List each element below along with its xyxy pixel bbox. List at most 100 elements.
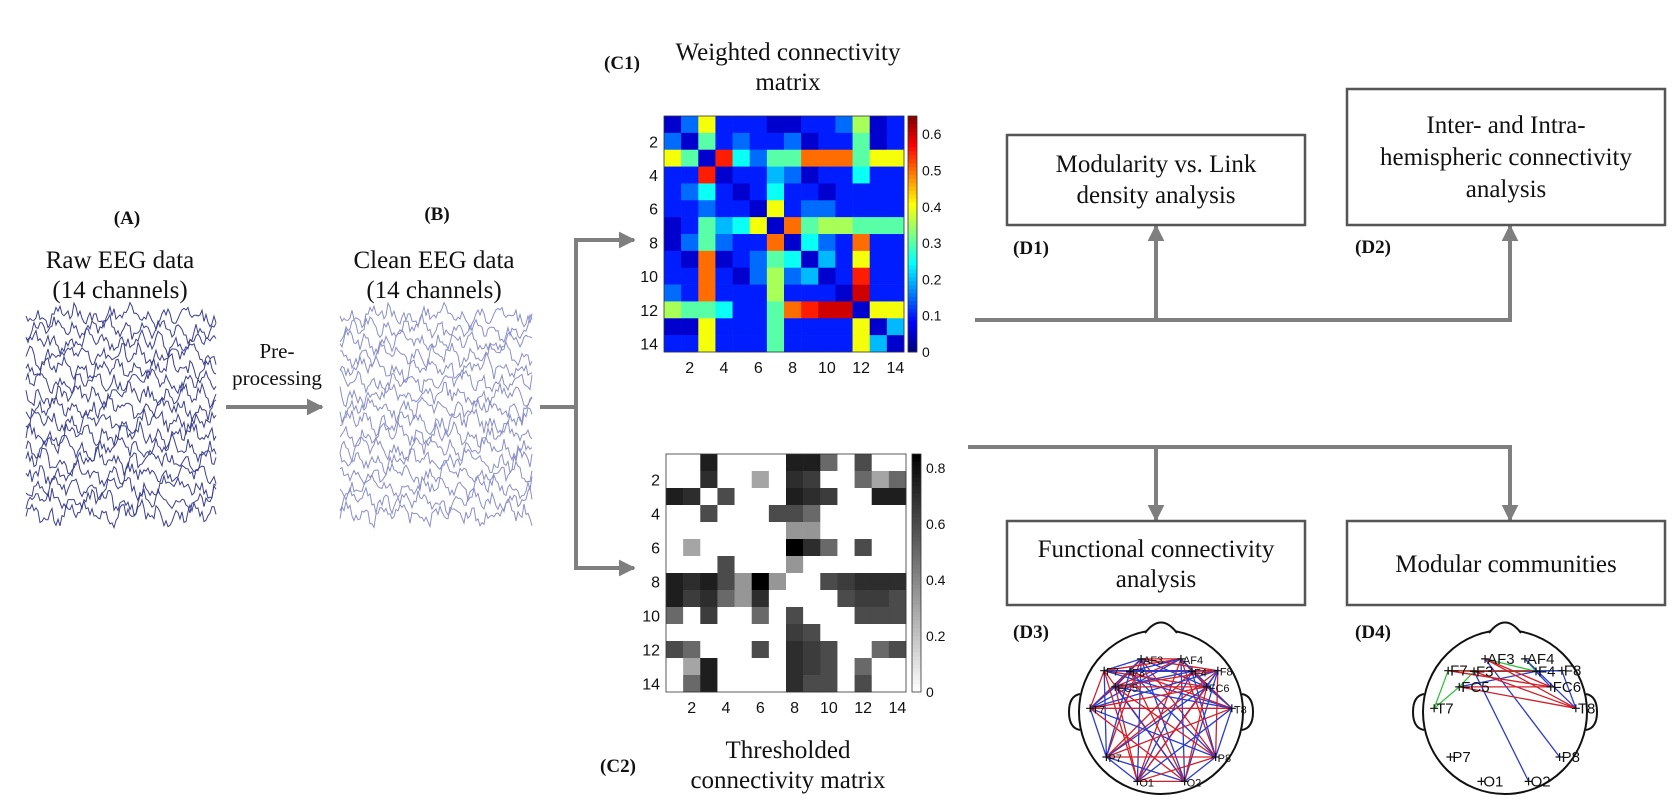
colorbar-segment [908, 304, 917, 310]
heatmap-cell [683, 675, 701, 693]
y-tick-label: 10 [642, 609, 660, 626]
eeg-trace [25, 473, 217, 503]
heatmap-cell [801, 250, 819, 269]
heatmap-cell [869, 301, 888, 319]
heatmap-cell [835, 234, 853, 252]
heatmap-cell [698, 234, 716, 252]
colorbar-segment [912, 628, 921, 633]
heatmap-cell [666, 675, 684, 693]
heatmap-cell [698, 149, 716, 167]
connectivity-edge [1106, 707, 1233, 758]
heatmap-cell [784, 335, 802, 353]
heatmap-cell [818, 200, 836, 218]
panel-a-title-line1: Raw EEG data [46, 247, 195, 274]
heatmap-cell [732, 234, 751, 252]
heatmap-cell [803, 505, 821, 523]
heatmap-cell [871, 624, 890, 642]
connectivity-edge [1561, 670, 1577, 709]
heatmap-cell [698, 200, 716, 218]
functional-connectivity-head-plot: AF3 AF4 F7 F3 F4 F8 FC5 FC6 T7 T8 P7 P8 O1 O2 [1067, 621, 1255, 795]
heatmap-cell [734, 607, 753, 625]
heatmap-cell [786, 471, 804, 489]
colorbar-segment [908, 210, 917, 215]
left-ear-shape [1411, 693, 1425, 731]
heatmap-cell [886, 301, 905, 319]
connectivity-edge [1484, 658, 1561, 758]
y-tick-label: 4 [651, 507, 660, 524]
eeg-trace [339, 327, 533, 357]
colorbar-segment [908, 198, 917, 203]
connectivity-edge [1129, 658, 1182, 673]
heatmap-cell [784, 267, 802, 285]
heatmap-cell [715, 132, 733, 151]
heatmap-cell [766, 301, 785, 319]
heatmap-cell [666, 590, 684, 608]
heatmap-cell [732, 267, 751, 285]
colorbar-segment [912, 596, 921, 602]
y-tick-label: 8 [651, 575, 660, 592]
colorbar-segment [912, 604, 921, 610]
eeg-trace [339, 352, 533, 384]
electrode-label: O1 [1139, 777, 1154, 789]
colorbar-segment [908, 273, 917, 278]
connectivity-edge [1136, 686, 1208, 782]
connectivity-edge [1103, 658, 1142, 672]
electrode-marker [1137, 654, 1146, 663]
heatmap-cell [766, 234, 785, 252]
heatmap-cell [766, 166, 785, 184]
connectivity-edge [1105, 756, 1138, 782]
heatmap-cell [869, 284, 888, 302]
heatmap-cell [784, 200, 802, 218]
colorbar-tick-label: 0 [922, 344, 930, 360]
electrode-label: P8 [1562, 749, 1580, 766]
heatmap-cell [854, 539, 873, 557]
heatmap-cell [664, 267, 682, 285]
arrow-to-c2 [574, 407, 636, 577]
connectivity-edge [1433, 686, 1460, 709]
heatmap-cell [888, 505, 907, 523]
colorbar-segment [912, 616, 921, 621]
heatmap-cell [768, 624, 787, 642]
heatmap-cell [854, 505, 873, 523]
heatmap-cell [784, 217, 802, 235]
heatmap-cell [749, 217, 768, 235]
colorbar-segment [908, 328, 917, 333]
heatmap-cell [820, 505, 838, 523]
modular-communities-head-plot: AF3 AF4 F7 F3 F4 F8 FC5 FC6 T7 T8 P7 P8 O1 O2 [1411, 621, 1599, 795]
heatmap-cell [734, 454, 753, 472]
heatmap-cell [717, 624, 735, 642]
electrode-label: O2 [1187, 777, 1202, 789]
connectivity-edge [1114, 686, 1186, 782]
x-tick-label: 4 [720, 360, 729, 377]
heatmap-cell [681, 217, 699, 235]
d3-box [1005, 519, 1307, 607]
heatmap-cell [803, 556, 821, 574]
heatmap-cell [888, 590, 907, 608]
heatmap-cell [666, 488, 684, 506]
colorbar-segment [908, 131, 917, 137]
y-tick-label: 14 [640, 337, 658, 354]
heatmap-cell [751, 505, 770, 523]
preprocessing-text-line1: Pre- [260, 339, 295, 363]
heatmap-cell [664, 149, 682, 167]
heatmap-cell [854, 573, 873, 591]
colorbar-segment [908, 285, 917, 290]
d3-box-line1: Functional connectivity [1038, 536, 1275, 563]
connectivity-edge [1106, 686, 1208, 758]
heatmap-cell [683, 488, 701, 506]
heatmap-cell [820, 556, 838, 574]
colorbar-segment [908, 167, 917, 172]
heatmap-cell [786, 590, 804, 608]
heatmap-cell [820, 641, 838, 659]
colorbar-segment [912, 576, 921, 582]
eeg-trace [25, 458, 217, 488]
connectivity-edge [1484, 658, 1552, 688]
connectivity-edge [1114, 658, 1182, 688]
electrode-label: FC6 [1209, 683, 1230, 695]
colorbar-segment [908, 332, 917, 337]
colorbar-segment [912, 640, 921, 645]
heatmap-cell [666, 505, 684, 523]
panel-d4-label: (D4) [1355, 622, 1391, 643]
heatmap-cell [871, 641, 890, 659]
